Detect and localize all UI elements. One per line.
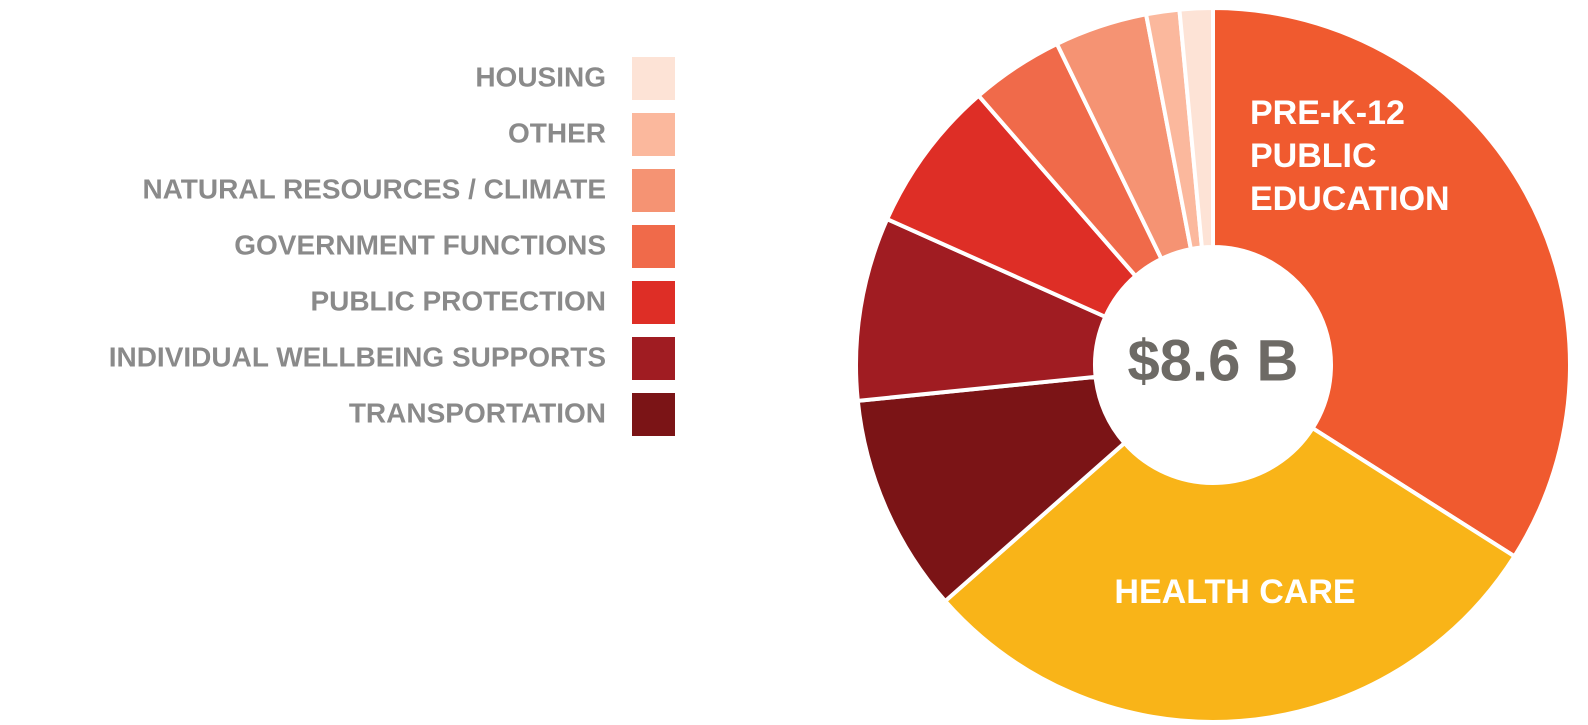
legend-label: OTHER: [508, 117, 606, 148]
legend-swatch: [632, 57, 675, 100]
legend-label: PUBLIC PROTECTION: [310, 285, 606, 316]
center-label: $8.6 B: [1128, 328, 1299, 393]
legend-swatch: [632, 169, 675, 212]
slice: [854, 216, 1108, 404]
slice-label: PRE-K-12 PUBLIC EDUCATION: [1250, 94, 1450, 218]
slice: [1177, 5, 1215, 250]
legend-label: TRANSPORTATION: [349, 397, 606, 428]
slice-label-box: PRE-K-12 PUBLIC EDUCATION: [1250, 94, 1450, 218]
legend-label: HOUSING: [475, 61, 606, 92]
slice: [1211, 5, 1573, 560]
legend-swatch: [632, 281, 675, 324]
legend-label: GOVERNMENT FUNCTIONS: [234, 229, 606, 260]
legend-label: INDIVIDUAL WELLBEING SUPPORTS: [109, 341, 606, 372]
legend-label: NATURAL RESOURCES / CLIMATE: [142, 173, 606, 204]
legend-swatch: [632, 393, 675, 436]
slice-label: HEALTH CARE: [1114, 573, 1355, 611]
slice: [942, 425, 1518, 724]
legend-swatch: [632, 337, 675, 380]
legend-swatch: [632, 113, 675, 156]
slice: [855, 374, 1128, 604]
legend-swatch: [632, 225, 675, 268]
